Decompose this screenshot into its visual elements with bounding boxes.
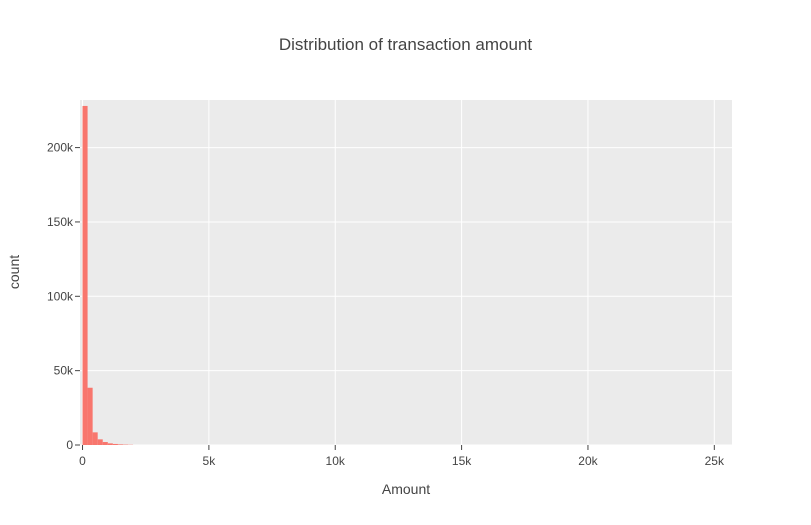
y-tick-label: 0 [66,438,73,452]
y-tick-label: 100k [47,289,74,303]
histogram-bar [92,432,98,445]
histogram-bar [102,442,108,445]
x-tick-label: 5k [203,454,217,468]
histogram-bar [112,443,118,445]
y-tick-label: 200k [47,141,74,155]
histogram-bar [82,105,88,445]
histogram-bar [107,443,113,445]
histogram-bars [82,105,134,445]
chart-title: Distribution of transaction amount [279,35,533,54]
x-tick-label: 10k [326,454,346,468]
y-axis-title: count [6,255,22,289]
x-tick-label: 20k [578,454,598,468]
grid-lines [80,100,732,446]
histogram-bar [117,444,123,445]
x-tick-label: 0 [79,454,86,468]
x-tick-label: 25k [705,454,725,468]
x-tick-label: 15k [452,454,472,468]
y-tick-label: 150k [47,215,74,229]
x-axis-title: Amount [382,481,430,497]
y-tick-label: 50k [54,364,74,378]
histogram-bar [87,387,93,445]
histogram-bar [97,439,103,445]
plot-area [80,100,732,445]
y-axis-ticks: 0 50k 100k 150k 200k [47,141,80,452]
x-axis-ticks: 0 5k 10k 15k 20k 25k [79,445,725,468]
